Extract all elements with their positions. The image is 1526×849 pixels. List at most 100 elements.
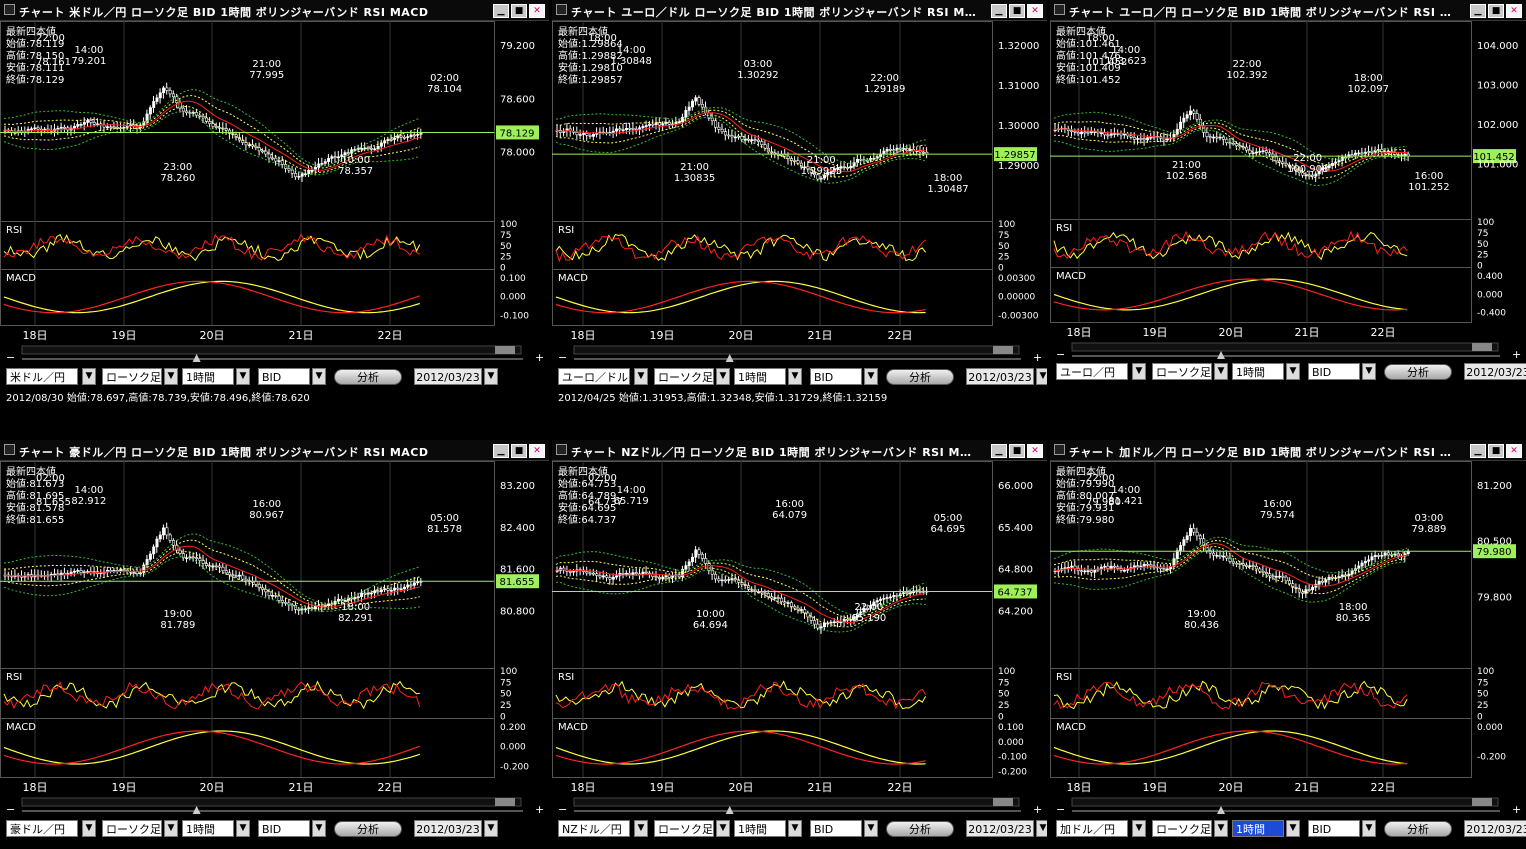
bid-select[interactable]: BID (1308, 363, 1360, 380)
analyze-button[interactable]: 分析 (886, 821, 954, 837)
maximize-button[interactable]: ■ (1009, 444, 1025, 458)
chevron-down-icon[interactable]: ▼ (1214, 363, 1228, 380)
maximize-button[interactable]: ■ (1488, 444, 1504, 458)
date-field[interactable]: 2012/03/23 (414, 368, 482, 385)
close-button[interactable]: ✕ (1506, 444, 1522, 458)
minimize-button[interactable]: ▁ (493, 444, 509, 458)
close-button[interactable]: ✕ (1027, 444, 1043, 458)
chart-type-select[interactable]: ローソク足 (102, 820, 162, 837)
rsi-tick: 0 (500, 712, 506, 722)
chevron-down-icon[interactable]: ▼ (236, 820, 250, 837)
date-field[interactable]: 2012/03/23 (966, 820, 1034, 837)
interval-select[interactable]: 1時間 (734, 820, 786, 837)
bollinger-band-line (3, 105, 420, 173)
minimize-button[interactable]: ▁ (1470, 4, 1486, 18)
symbol-select[interactable]: ユーロ／ドル (558, 368, 630, 385)
chevron-down-icon[interactable]: ▼ (1214, 820, 1228, 837)
annotation-price: 1.29925 (801, 166, 842, 177)
minimize-button[interactable]: ▁ (493, 4, 509, 18)
chevron-down-icon[interactable]: ▼ (82, 368, 96, 385)
chart-svg: 18日 19日 20日 21日 22日81.65583.20082.40081.6008… (0, 461, 539, 794)
chevron-down-icon[interactable]: ▼ (236, 368, 250, 385)
chevron-down-icon[interactable]: ▼ (164, 820, 178, 837)
chevron-down-icon[interactable]: ▼ (864, 820, 878, 837)
interval-select[interactable]: 1時間 (1232, 363, 1284, 380)
title-bar: チャート 加ドル／円 ローソク足 BID 1時間 ボリンジャーバンド RSI …… (1050, 440, 1526, 461)
chevron-down-icon[interactable]: ▼ (634, 820, 648, 837)
close-button[interactable]: ✕ (529, 444, 545, 458)
rsi-line (555, 233, 926, 262)
chevron-down-icon[interactable]: ▼ (1132, 820, 1146, 837)
chevron-down-icon[interactable]: ▼ (164, 368, 178, 385)
time-scrollbar[interactable]: − + (4, 797, 545, 815)
bid-select[interactable]: BID (1308, 820, 1360, 837)
chart-svg: 18日 19日 20日 21日 22日 78.129 79.200 78.600 78.000 1… (0, 21, 539, 342)
chevron-down-icon[interactable]: ▼ (1362, 363, 1376, 380)
close-button[interactable]: ✕ (529, 4, 545, 18)
date-field[interactable]: 2012/03/23 (966, 368, 1034, 385)
chevron-down-icon[interactable]: ▼ (1036, 368, 1047, 385)
chart-type-select[interactable]: ローソク足 (1152, 820, 1212, 837)
chevron-down-icon[interactable]: ▼ (788, 820, 802, 837)
maximize-button[interactable]: ■ (1009, 4, 1025, 18)
maximize-button[interactable]: ■ (1488, 4, 1504, 18)
analyze-button[interactable]: 分析 (1384, 364, 1452, 380)
date-field[interactable]: 2012/03/23 (414, 820, 482, 837)
maximize-button[interactable]: ■ (511, 444, 527, 458)
chevron-down-icon[interactable]: ▼ (484, 820, 498, 837)
annotation-price: 79.201 (71, 56, 106, 67)
symbol-select[interactable]: 加ドル／円 (1056, 820, 1128, 837)
chevron-down-icon[interactable]: ▼ (1036, 820, 1047, 837)
chevron-down-icon[interactable]: ▼ (312, 820, 326, 837)
symbol-select[interactable]: 豪ドル／円 (6, 820, 78, 837)
minimize-button[interactable]: ▁ (1470, 444, 1486, 458)
date-field[interactable]: 2012/03/23 (1464, 363, 1526, 380)
chart-type-select[interactable]: ローソク足 (654, 820, 714, 837)
analyze-button[interactable]: 分析 (334, 369, 402, 385)
y-axis-label: 104.000 (1477, 41, 1518, 52)
chevron-down-icon[interactable]: ▼ (788, 368, 802, 385)
analyze-button[interactable]: 分析 (334, 821, 402, 837)
time-scrollbar[interactable]: − + (556, 797, 1043, 815)
chevron-down-icon[interactable]: ▼ (1286, 363, 1300, 380)
chevron-down-icon[interactable]: ▼ (716, 368, 730, 385)
chevron-down-icon[interactable]: ▼ (1286, 820, 1300, 837)
bid-select[interactable]: BID (810, 820, 862, 837)
chevron-down-icon[interactable]: ▼ (82, 820, 96, 837)
time-scrollbar[interactable]: − + (556, 345, 1043, 363)
analyze-button[interactable]: 分析 (886, 369, 954, 385)
interval-select[interactable]: 1時間 (1232, 820, 1284, 837)
time-scrollbar[interactable]: − + (4, 345, 545, 363)
control-strip: − + 豪ドル／円 ▼ ローソク足 ▼ 1時間 ▼ BID ▼ 分析 2012/03/23 ▼ (0, 795, 549, 849)
chart-type-select[interactable]: ローソク足 (1152, 363, 1212, 380)
close-button[interactable]: ✕ (1027, 4, 1043, 18)
chevron-down-icon[interactable]: ▼ (312, 368, 326, 385)
date-field[interactable]: 2012/03/23 (1464, 820, 1526, 837)
chevron-down-icon[interactable]: ▼ (484, 368, 498, 385)
bid-select[interactable]: BID (258, 368, 310, 385)
minimize-button[interactable]: ▁ (991, 444, 1007, 458)
chevron-down-icon[interactable]: ▼ (634, 368, 648, 385)
interval-select[interactable]: 1時間 (734, 368, 786, 385)
time-scrollbar[interactable]: − + (1054, 342, 1522, 360)
symbol-select[interactable]: ユーロ／円 (1056, 363, 1128, 380)
chevron-down-icon[interactable]: ▼ (864, 368, 878, 385)
symbol-select[interactable]: 米ドル／円 (6, 368, 78, 385)
bollinger-band-line (1053, 548, 1408, 603)
chevron-down-icon[interactable]: ▼ (1132, 363, 1146, 380)
maximize-button[interactable]: ■ (511, 4, 527, 18)
minimize-button[interactable]: ▁ (991, 4, 1007, 18)
chart-type-select[interactable]: ローソク足 (102, 368, 162, 385)
analyze-button[interactable]: 分析 (1384, 821, 1452, 837)
chevron-down-icon[interactable]: ▼ (716, 820, 730, 837)
bid-select[interactable]: BID (258, 820, 310, 837)
chevron-down-icon[interactable]: ▼ (1362, 820, 1376, 837)
close-button[interactable]: ✕ (1506, 4, 1522, 18)
chart-type-select[interactable]: ローソク足 (654, 368, 714, 385)
bid-select[interactable]: BID (810, 368, 862, 385)
interval-select[interactable]: 1時間 (182, 820, 234, 837)
time-scrollbar[interactable]: − + (1054, 797, 1522, 815)
y-axis-label: 64.200 (998, 606, 1033, 617)
symbol-select[interactable]: NZドル／円 (558, 820, 630, 837)
interval-select[interactable]: 1時間 (182, 368, 234, 385)
